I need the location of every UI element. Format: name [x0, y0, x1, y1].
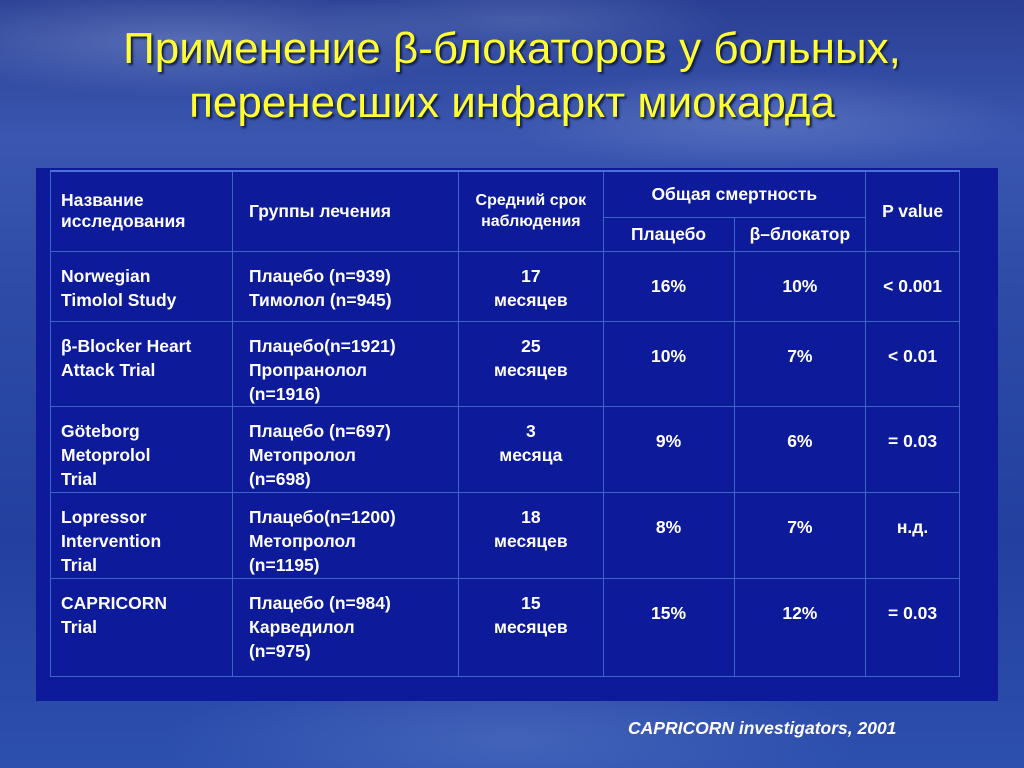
group-text: Плацебо(n=1921) [248, 335, 396, 356]
followup-value: 15 [521, 592, 541, 613]
study-name: β-Blocker Heart [61, 335, 192, 356]
followup-unit: месяцев [494, 289, 568, 310]
table-row: Lopressor Intervention Trial Плацебо(n=120… [50, 491, 960, 579]
blocker-mortality: 12% [782, 602, 818, 623]
study-name: Trial [61, 616, 97, 637]
header-mortality: Общая смертность [602, 170, 867, 218]
p-value: < 0.01 [887, 345, 938, 366]
blocker-mortality: 10% [782, 275, 818, 296]
group-text: (n=975) [248, 640, 311, 661]
table-row: Göteborg Metoprolol Trial Плацебо (n=697) М… [50, 405, 960, 493]
placebo-mortality: 9% [655, 430, 682, 451]
table-row: CAPRICORN Trial Плацебо (n=984) Карведилол… [50, 577, 960, 677]
group-text: Метопролол [248, 530, 356, 551]
table-row: β-Blocker Heart Attack Trial Плацебо(n=19… [50, 320, 960, 407]
header-row-sub: Плацебо β–блокатор [51, 216, 960, 252]
followup-unit: месяцев [494, 359, 568, 380]
header-groups: Группы лечения [231, 170, 460, 252]
placebo-mortality: 8% [655, 516, 682, 537]
p-value: н.д. [896, 516, 929, 537]
study-name: Timolol Study [61, 289, 177, 310]
study-name: Attack Trial [61, 359, 156, 380]
study-name: Intervention [61, 530, 162, 551]
header-study: Название исследования [50, 170, 233, 252]
blocker-mortality: 7% [787, 516, 813, 537]
followup-value: 18 [521, 506, 541, 527]
header-row-top: Название исследования Группы лечения Сре… [50, 170, 960, 252]
blocker-mortality: 7% [787, 345, 813, 366]
p-value: < 0.001 [883, 275, 942, 296]
group-text: (n=1195) [248, 554, 320, 575]
study-name: Trial [61, 468, 97, 489]
study-name: Metoprolol [61, 444, 151, 465]
group-text: Плацебо (n=697) [248, 420, 391, 441]
group-text: (n=698) [248, 468, 311, 489]
title-line-2: перенесших инфаркт миокарда [189, 78, 835, 127]
p-value: = 0.03 [887, 430, 938, 451]
study-name: CAPRICORN [61, 592, 167, 613]
group-text: Плацебо (n=984) [248, 592, 391, 613]
header-blocker: β–блокатор [733, 216, 867, 252]
group-text: Плацебо(n=1200) [248, 506, 396, 527]
citation: CAPRICORN investigators, 2001 [628, 718, 897, 738]
group-text: (n=1916) [248, 383, 321, 404]
study-name: Lopressor [61, 506, 147, 527]
followup-unit: месяца [499, 444, 563, 465]
p-value: = 0.03 [887, 602, 938, 623]
group-text: Плацебо (n=939) [248, 265, 391, 286]
table-row: Norwegian Timolol Study Плацебо (n=939) Ти… [50, 250, 960, 322]
placebo-mortality: 15% [651, 602, 687, 623]
results-table: Название исследования Группы лечения Сре… [50, 170, 960, 677]
blocker-mortality: 6% [787, 430, 813, 451]
placebo-mortality: 10% [651, 345, 687, 366]
group-text: Карведилол [248, 616, 355, 637]
header-followup: Средний срок наблюдения [458, 170, 604, 252]
followup-value: 25 [521, 335, 541, 356]
followup-value: 3 [525, 420, 536, 441]
title-line-1: Применение β-блокаторов у больных, [123, 24, 901, 73]
header-pvalue: P value [865, 170, 960, 252]
followup-unit: месяцев [494, 530, 568, 551]
placebo-mortality: 16% [651, 275, 687, 296]
header-placebo: Плацебо [602, 216, 735, 252]
study-name: Norwegian [61, 265, 151, 286]
group-text: Пропранолол [248, 359, 367, 380]
study-name: Trial [61, 554, 97, 575]
study-name: Göteborg [61, 420, 140, 441]
slide-title: Применение β-блокаторов у больных, перен… [0, 22, 1024, 130]
group-text: Метопролол [248, 444, 356, 465]
followup-value: 17 [521, 265, 541, 286]
followup-unit: месяцев [494, 616, 568, 637]
group-text: Тимолол (n=945) [248, 289, 392, 310]
